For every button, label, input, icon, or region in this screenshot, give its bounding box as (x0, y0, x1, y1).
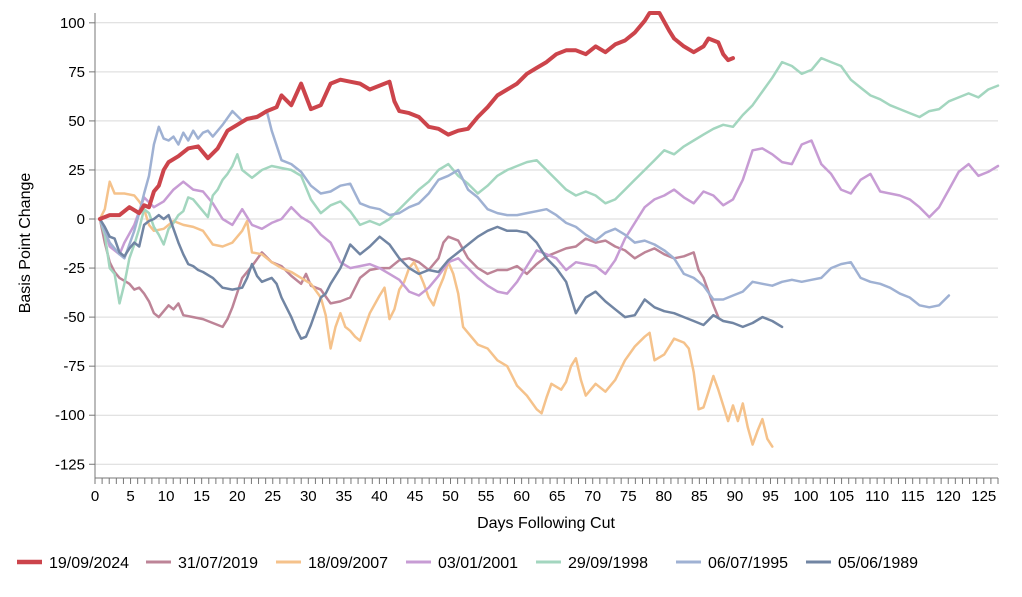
x-tick-label: 110 (865, 488, 889, 505)
x-tick-label: 0 (91, 488, 99, 505)
x-tick-label: 60 (513, 488, 530, 505)
y-tick-label: -25 (63, 260, 85, 277)
y-tick-label: 75 (68, 64, 85, 81)
legend-label: 18/09/2007 (308, 555, 388, 572)
x-tick-label: 30 (300, 488, 317, 505)
legend: 19/09/2024 31/07/2019 18/09/2007 03/01/2001… (17, 555, 918, 572)
series-lines (97, 11, 1000, 448)
x-tick-label: 45 (407, 488, 424, 505)
x-tick-label: 90 (727, 488, 744, 505)
x-tick-label: 85 (691, 488, 708, 505)
x-tick-label: 70 (584, 488, 601, 505)
y-tick-label: 25 (68, 162, 85, 179)
y-tick-label: 0 (77, 211, 85, 228)
x-tick-label: 50 (442, 488, 459, 505)
y-tick-label: -75 (63, 358, 85, 375)
series-line-05-06-1989 (98, 213, 784, 340)
x-tick-label: 80 (655, 488, 672, 505)
series-line-29-09-1998 (98, 56, 1000, 305)
y-tick-label: -100 (55, 407, 85, 424)
series-line-06-07-1995 (98, 109, 951, 309)
x-axis-title: Days Following Cut (477, 515, 615, 532)
y-tick-label: -125 (55, 456, 85, 473)
y-tick-label: -50 (63, 309, 85, 326)
x-tick-label: 95 (762, 488, 779, 505)
x-tick-label: 15 (193, 488, 210, 505)
y-tick-label: 50 (68, 113, 85, 130)
legend-label: 19/09/2024 (49, 555, 129, 572)
legend-label: 06/07/1995 (708, 555, 788, 572)
legend-label: 29/09/1998 (568, 555, 648, 572)
x-tick-label: 55 (478, 488, 495, 505)
x-tick-label: 120 (936, 488, 961, 505)
x-tick-label: 100 (794, 488, 819, 505)
x-tick-label: 25 (264, 488, 281, 505)
x-tick-label: 40 (371, 488, 388, 505)
series-line-19-09-2024 (97, 11, 735, 221)
y-axis-title: Basis Point Change (17, 173, 34, 314)
x-tick-label: 115 (901, 488, 925, 505)
x-tick-label: 5 (126, 488, 134, 505)
series-line-18-09-2007 (98, 180, 774, 448)
x-tick-label: 105 (829, 488, 854, 505)
x-tick-label: 65 (549, 488, 566, 505)
x-tick-label: 10 (158, 488, 175, 505)
x-tick-label: 20 (229, 488, 246, 505)
legend-label: 05/06/1989 (838, 555, 918, 572)
y-tick-label: 100 (60, 15, 85, 32)
x-tick-label: 35 (336, 488, 353, 505)
x-tick-label: 75 (620, 488, 637, 505)
legend-label: 03/01/2001 (438, 555, 518, 572)
legend-label: 31/07/2019 (178, 555, 258, 572)
axes: 100 75 50 25 0 -25 -50 -75 -100 -125 0 5 10 15 20 25 30 3… (55, 13, 999, 505)
x-tick-label: 125 (971, 488, 996, 505)
